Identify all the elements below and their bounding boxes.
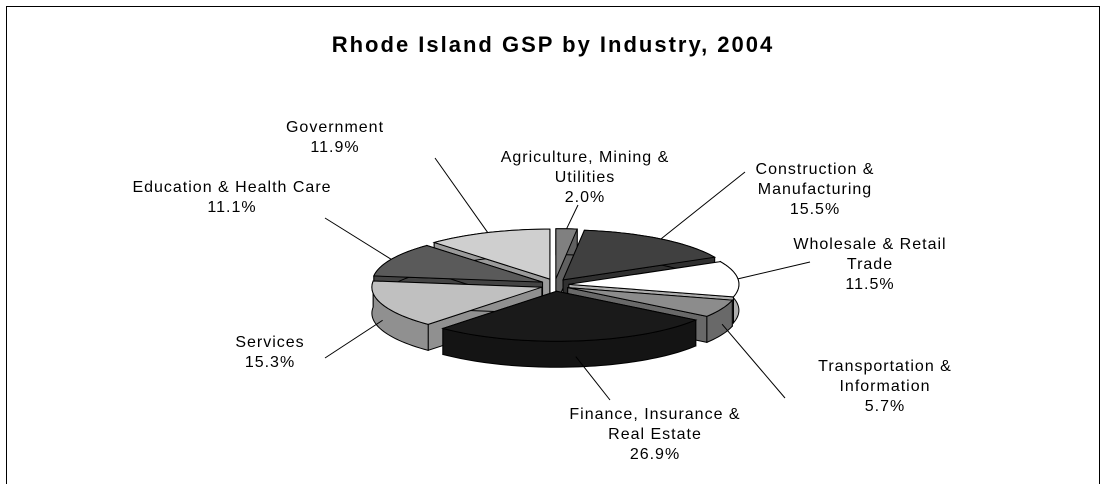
- category-label: Agriculture, Mining & Utilities: [500, 149, 670, 186]
- chart-title: Rhode Island GSP by Industry, 2004: [332, 32, 775, 57]
- category-label: Transportation & Information: [818, 358, 952, 395]
- category-label: Finance, Insurance & Real Estate: [569, 406, 741, 443]
- slice: [371, 280, 543, 325]
- slice-label: Construction & Manufacturing 15.5%: [715, 160, 915, 220]
- slice-label: Government 11.9%: [235, 118, 435, 158]
- slice: [562, 229, 717, 281]
- leader-line: [721, 323, 786, 399]
- value-label: 5.7%: [864, 398, 906, 415]
- chart-frame: [6, 6, 1100, 484]
- leader-line: [660, 171, 746, 240]
- slice-label: Finance, Insurance & Real Estate 26.9%: [555, 405, 755, 465]
- slice-label: Transportation & Information 5.7%: [785, 357, 985, 417]
- value-label: 11.1%: [207, 199, 257, 216]
- category-label: Government: [285, 119, 385, 136]
- leader-line: [737, 261, 811, 280]
- value-label: 15.5%: [789, 201, 841, 218]
- slice-label: Services 15.3%: [170, 333, 370, 373]
- category-label: Wholesale & Retail Trade: [793, 236, 947, 273]
- leader-line: [434, 157, 489, 233]
- leader-line: [566, 204, 579, 230]
- leader-line: [575, 356, 611, 401]
- value-label: 11.5%: [845, 276, 895, 293]
- category-label: Services: [235, 334, 305, 351]
- slice: [373, 244, 543, 283]
- slice: [568, 261, 740, 298]
- slice-label: Agriculture, Mining & Utilities 2.0%: [485, 148, 685, 208]
- slice: [567, 287, 734, 317]
- leader-line: [324, 319, 383, 359]
- value-label: 2.0%: [564, 189, 606, 206]
- leader-line: [324, 217, 392, 260]
- category-label: Construction & Manufacturing: [755, 161, 875, 198]
- value-label: 15.3%: [244, 354, 296, 371]
- slice-label: Wholesale & Retail Trade 11.5%: [770, 235, 970, 295]
- slice: [441, 290, 698, 342]
- category-label: Education & Health Care: [132, 179, 332, 196]
- slice-label: Education & Health Care 11.1%: [132, 178, 332, 218]
- slice: [432, 228, 551, 280]
- value-label: 26.9%: [629, 446, 681, 463]
- value-label: 11.9%: [310, 139, 360, 156]
